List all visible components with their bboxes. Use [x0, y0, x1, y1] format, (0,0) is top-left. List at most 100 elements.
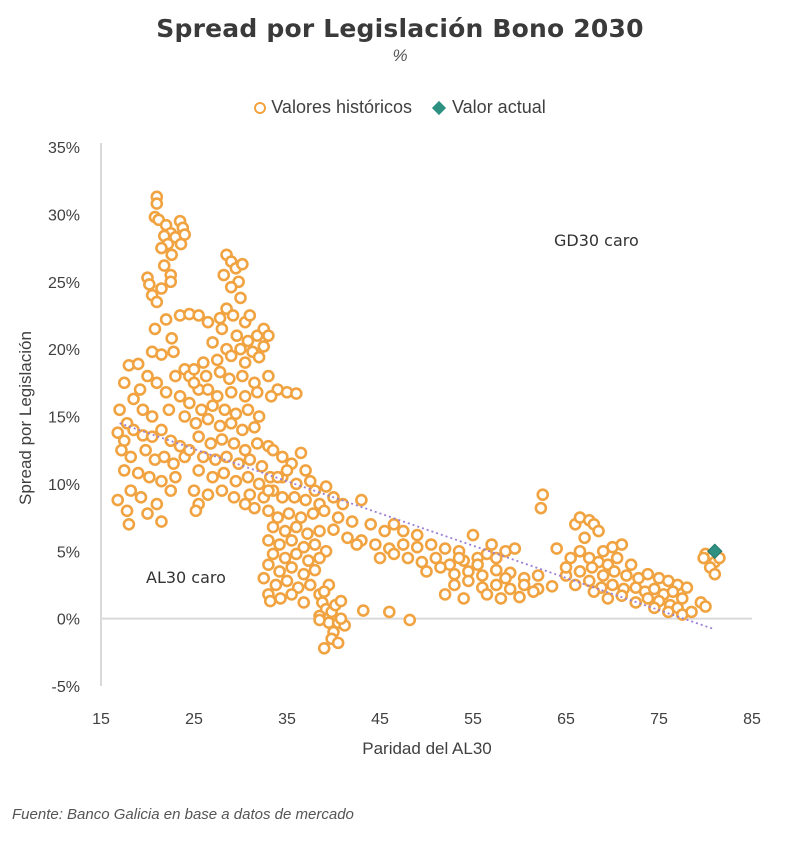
data-point-historic	[250, 437, 264, 450]
data-point-historic	[485, 538, 498, 551]
y-tick-label: 35%	[48, 140, 80, 157]
data-point-historic	[289, 547, 303, 561]
data-point-historic	[204, 437, 218, 450]
legend-label-current: Valor actual	[452, 97, 546, 117]
data-point-historic	[334, 594, 348, 608]
data-point-historic	[334, 612, 348, 625]
data-point-historic	[201, 488, 215, 501]
y-tick-label: 15%	[48, 410, 80, 427]
data-point-historic	[218, 403, 231, 417]
data-point-historic	[192, 309, 205, 322]
data-point-historic	[167, 345, 180, 359]
data-point-historic	[155, 423, 168, 437]
data-point-historic	[215, 433, 229, 446]
data-point-historic	[155, 474, 168, 488]
data-point-historic	[164, 434, 178, 448]
data-point-historic	[378, 524, 391, 538]
data-point-historic	[111, 426, 125, 439]
data-point-historic	[206, 399, 219, 413]
data-point-historic	[615, 538, 629, 551]
data-point-historic	[489, 551, 503, 565]
data-point-historic	[124, 450, 138, 464]
data-point-historic	[217, 268, 231, 282]
data-point-historic	[220, 450, 233, 464]
data-point-historic	[183, 396, 196, 410]
chart-subtitle: %	[392, 46, 408, 65]
data-point-historic	[534, 501, 548, 515]
data-point-historic	[356, 604, 370, 617]
x-tick-label: 35	[278, 711, 296, 728]
data-point-historic	[313, 524, 326, 538]
source-note: Fuente: Banco Galicia en base a datos de…	[12, 806, 354, 823]
data-point-historic	[111, 493, 125, 507]
data-point-historic	[396, 538, 410, 551]
data-point-historic	[545, 579, 559, 593]
data-point-historic	[596, 569, 610, 582]
data-point-historic	[420, 565, 433, 578]
data-point-historic	[262, 329, 275, 342]
data-point-historic	[120, 504, 134, 518]
data-point-historic	[317, 641, 331, 655]
data-point-historic	[345, 515, 359, 528]
data-point-historic	[620, 569, 633, 582]
data-point-historic	[434, 561, 447, 574]
data-point-historic	[192, 430, 205, 444]
data-point-historic	[206, 470, 219, 484]
data-point-historic	[559, 561, 573, 574]
data-point-historic	[648, 582, 661, 596]
data-point-historic	[438, 588, 452, 601]
data-point-historic	[224, 416, 238, 430]
data-point-historic	[289, 387, 303, 400]
data-point-historic	[226, 309, 240, 322]
data-point-historic	[369, 538, 382, 551]
chart-title: Spread por Legislación Bono 2030	[156, 14, 644, 43]
data-point-historic	[288, 491, 301, 504]
data-point-historic	[308, 538, 322, 551]
data-point-historic	[475, 569, 489, 582]
data-point-historic	[197, 450, 210, 464]
data-point-historic	[274, 592, 287, 605]
data-point-historic	[499, 571, 512, 585]
data-point-historic	[331, 511, 345, 524]
data-point-historic	[429, 551, 443, 565]
data-point-historic	[164, 484, 178, 497]
data-point-historic	[452, 551, 466, 565]
data-point-historic	[331, 636, 345, 650]
data-point-historic	[209, 453, 222, 466]
data-point-historic	[159, 313, 173, 326]
data-point-historic	[317, 585, 331, 598]
data-point-historic	[189, 416, 203, 430]
data-point-historic	[282, 507, 296, 520]
data-point-historic	[276, 450, 289, 464]
data-point-historic	[241, 470, 255, 484]
data-point-historic	[227, 437, 241, 450]
data-point-historic	[155, 282, 168, 295]
data-point-historic	[306, 507, 320, 520]
legend-label-historic: Valores históricos	[271, 97, 412, 117]
data-point-historic	[666, 585, 680, 598]
data-point-historic	[236, 423, 249, 437]
data-point-historic	[299, 493, 312, 507]
data-point-historic	[285, 561, 298, 574]
data-point-historic	[241, 334, 255, 348]
data-point-historic	[582, 574, 596, 588]
data-point-historic	[294, 446, 308, 460]
data-point-historic	[122, 517, 136, 531]
data-point-historic	[578, 531, 591, 545]
legend-item-current: Valor actual	[431, 97, 546, 118]
data-point-historic	[169, 470, 182, 484]
data-point-historic	[234, 342, 247, 356]
y-tick-label: -5%	[52, 679, 80, 696]
data-point-historic	[195, 403, 208, 417]
data-point-historic	[187, 363, 201, 376]
x-tick-label: 15	[92, 711, 110, 728]
data-point-historic	[601, 592, 615, 605]
data-point-historic	[187, 376, 201, 390]
trendline	[119, 422, 716, 631]
data-point-historic	[141, 507, 154, 520]
data-point-historic	[313, 551, 326, 565]
data-point-historic	[327, 523, 340, 536]
data-point-historic	[148, 322, 162, 336]
data-point-historic	[223, 372, 236, 386]
data-point-historic	[257, 340, 271, 353]
